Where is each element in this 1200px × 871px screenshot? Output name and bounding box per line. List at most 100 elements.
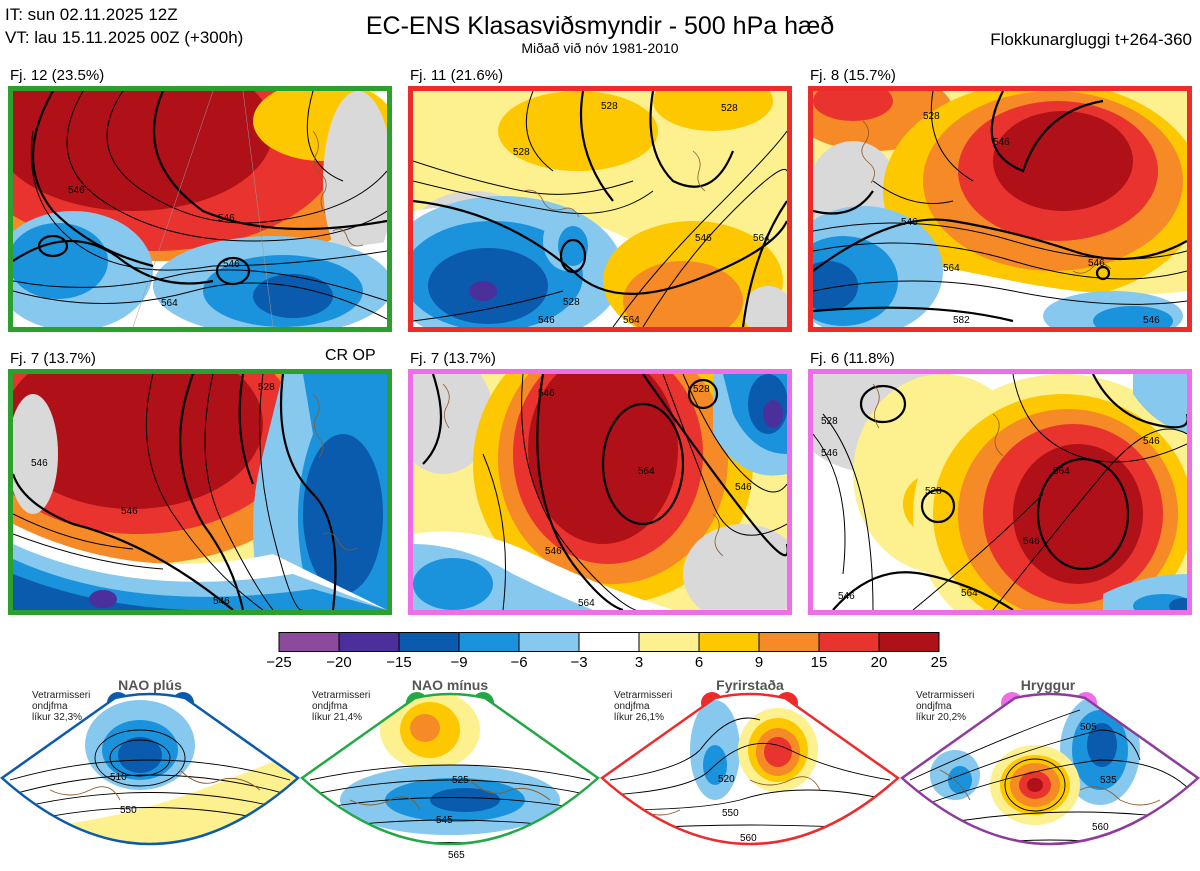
colorbar-bin: [758, 632, 820, 652]
contour-label: 546: [538, 388, 555, 399]
anomaly-field-4: 546 546 528 546: [13, 374, 387, 610]
regime-map-nao-minus: 525 545 565: [300, 692, 600, 861]
climatology-note-3: Vetrarmisseri ondjfma líkur 26,1%: [614, 690, 673, 723]
regime-map-ridge: 505 535 560: [900, 692, 1200, 846]
regime-name-nao-plus: NAO plús: [118, 677, 182, 693]
contour-label: 528: [923, 111, 940, 122]
contour-label: 550: [722, 808, 739, 819]
cluster-map-3: 528 546 546 564 546 582 546: [808, 86, 1192, 332]
contour-label: 546: [821, 448, 838, 459]
contour-label: 528: [821, 416, 838, 427]
valid-time: VT: lau 15.11.2025 00Z (+300h): [5, 28, 244, 47]
colorbar-tick-label: 9: [754, 654, 764, 671]
contour-label: 528: [601, 101, 618, 112]
cluster-map-2: 528 528 528 546 564 528 546 564: [408, 86, 792, 332]
contour-label: 546: [538, 315, 555, 326]
contour-label: 564: [943, 263, 960, 274]
contour-label: 505: [1080, 722, 1097, 733]
colorbar-tick-label: −6: [510, 654, 528, 671]
colorbar-tick-label: 25: [930, 654, 948, 671]
anomaly-field-3: 528 546 546 564 546 582 546: [813, 91, 1187, 327]
colorbar-tick-label: 15: [810, 654, 828, 671]
contour-label: 546: [993, 137, 1010, 148]
contour-label: 546: [901, 217, 918, 228]
regime-map-blocking: 520 550 560: [600, 692, 900, 846]
colorbar-bin: [458, 632, 520, 652]
contour-label: 546: [545, 546, 562, 557]
contour-label: 528: [513, 147, 530, 158]
contour-label: 528: [563, 297, 580, 308]
regime-name-blocking: Fyrirstaða: [716, 677, 784, 693]
contour-label: 564: [1053, 466, 1070, 477]
contour-label: 546: [218, 213, 235, 224]
colorbar-tick-label: 3: [634, 654, 644, 671]
contour-label: 525: [452, 775, 469, 786]
climatology-note-4: Vetrarmisseri ondjfma líkur 20,2%: [916, 690, 975, 723]
contour-label: 528: [258, 382, 275, 393]
page-subtitle: Miðað við nóv 1981-2010: [521, 40, 679, 56]
contour-label: 565: [448, 850, 465, 861]
contour-label: 564: [753, 233, 770, 244]
colorbar-bin: [398, 632, 460, 652]
panel-label-6: Fj. 6 (11.8%): [810, 350, 895, 367]
colorbar-bin: [638, 632, 700, 652]
colorbar-bin: [518, 632, 580, 652]
anomaly-field-1: 546 546 564 546: [13, 91, 387, 327]
colorbar: [278, 632, 940, 652]
contour-label: 564: [638, 466, 655, 477]
climatology-note-1: Vetrarmisseri ondjfma líkur 32,3%: [32, 690, 91, 723]
panel-label-3: Fj. 8 (15.7%): [810, 67, 896, 84]
climatology-note-2: Vetrarmisseri ondjfma líkur 21,4%: [312, 690, 371, 723]
colorbar-bin: [578, 632, 640, 652]
cluster-map-1: 546 546 564 546: [8, 86, 392, 332]
contour-label: 510: [110, 772, 127, 783]
contour-label: 528: [721, 103, 738, 114]
colorbar-tick-label: −15: [386, 654, 412, 671]
cluster-map-5: 546 528 564 546 546 564: [408, 369, 792, 615]
contour-label: 535: [1100, 775, 1117, 786]
contour-label: 545: [436, 815, 453, 826]
contour-label: 546: [213, 596, 230, 607]
anomaly-field-5: 546 528 564 546 546 564: [413, 374, 787, 610]
cluster-map-6: 528 546 564 546 528 546 564 546: [808, 369, 1192, 615]
colorbar-tick-label: −9: [450, 654, 468, 671]
contour-label: 546: [1143, 436, 1160, 447]
colorbar-tick-label: −3: [570, 654, 588, 671]
contour-label: 546: [223, 259, 240, 270]
contour-label: 564: [961, 588, 978, 599]
colorbar-tick-label: 6: [694, 654, 704, 671]
contour-label: 550: [120, 805, 137, 816]
regime-name-nao-minus: NAO mínus: [411, 677, 489, 693]
anomaly-field-6: 528 546 564 546 528 546 564 546: [813, 374, 1187, 610]
contour-label: 528: [925, 486, 942, 497]
page-title: EC-ENS Klasasviðsmyndir - 500 hPa hæð: [365, 12, 835, 40]
contour-label: 520: [718, 774, 735, 785]
initial-time: IT: sun 02.11.2025 12Z: [5, 5, 178, 24]
cluster-map-4: 546 546 528 546: [8, 369, 392, 615]
contour-label: 528: [693, 384, 710, 395]
colorbar-bin: [338, 632, 400, 652]
panel-label-2: Fj. 11 (21.6%): [410, 67, 504, 84]
colorbar-bin: [878, 632, 940, 652]
colorbar-tick-label: 20: [870, 654, 888, 671]
regime-name-ridge: Hryggur: [1020, 677, 1076, 693]
contour-label: 546: [121, 506, 138, 517]
panel-label-5: Fj. 7 (13.7%): [410, 350, 496, 367]
colorbar-bin: [818, 632, 880, 652]
colorbar-bin: [698, 632, 760, 652]
panel-label-1: Fj. 12 (23.5%): [10, 67, 105, 84]
contour-label: 546: [1088, 258, 1105, 269]
contour-label: 546: [735, 482, 752, 493]
contour-label: 582: [953, 315, 970, 326]
contour-label: 546: [1143, 315, 1160, 326]
classification-window: Flokkunargluggi t+264-360: [990, 30, 1192, 49]
anomaly-field-2: 528 528 528 546 564 528 546 564: [413, 91, 787, 327]
contour-label: 564: [161, 298, 178, 309]
contour-label: 560: [740, 833, 757, 844]
contour-label: 546: [31, 458, 48, 469]
control-run-label: CR OP: [325, 347, 376, 364]
contour-label: 546: [68, 185, 85, 196]
contour-label: 564: [623, 315, 640, 326]
contour-label: 546: [838, 591, 855, 602]
colorbar-bin: [278, 632, 340, 652]
